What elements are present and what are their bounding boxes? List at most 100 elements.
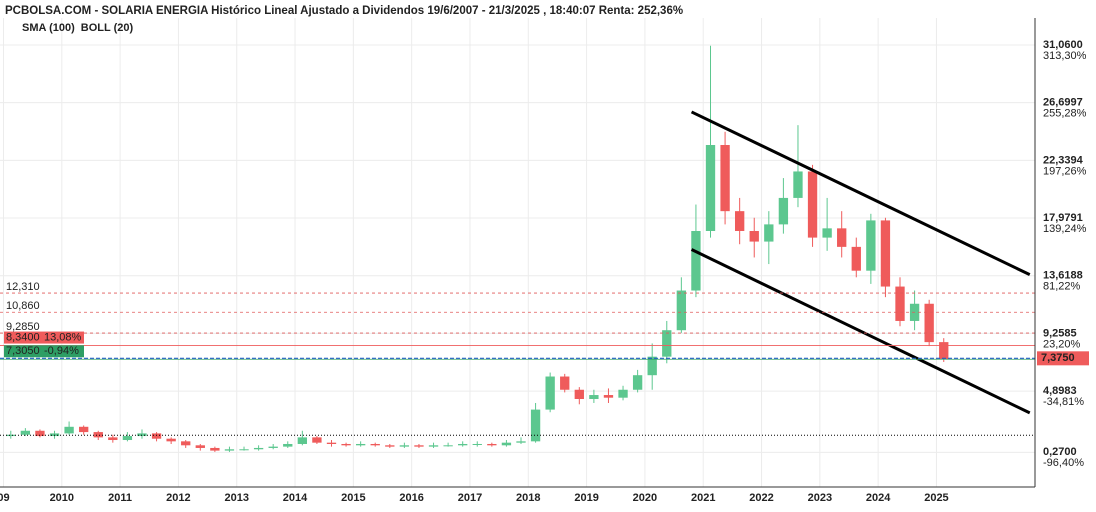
x-tick-label: 2025: [924, 492, 948, 504]
y-tick-label: 9,2585: [1043, 327, 1077, 339]
candle-body: [151, 433, 162, 439]
candle-body: [137, 433, 147, 437]
candle-body: [414, 445, 424, 447]
y-tick-change: -96,40%: [1043, 457, 1084, 469]
candle-body: [676, 290, 687, 331]
last-price-box: [1037, 351, 1089, 366]
candle-body: [691, 230, 701, 291]
y-tick-change: 313,30%: [1043, 50, 1087, 62]
candle-body: [734, 211, 745, 231]
level-label: 10,860: [6, 300, 40, 312]
candle-body: [253, 447, 264, 450]
level-label: 8,3400: [6, 331, 40, 343]
y-tick-label: 17,9791: [1043, 212, 1083, 224]
x-tick-label: 2015: [341, 492, 365, 504]
candle-body: [720, 145, 730, 212]
candle-body: [64, 426, 74, 434]
candle-body: [239, 449, 249, 451]
candle-body: [545, 376, 555, 410]
candle-body: [341, 443, 351, 446]
y-tick-change: -34,81%: [1043, 396, 1084, 408]
candle-body: [516, 441, 526, 443]
level-box: [4, 331, 84, 344]
x-tick-label: 2011: [108, 492, 132, 504]
y-tick-label: 22,3394: [1043, 154, 1084, 166]
candle-body: [35, 430, 45, 437]
y-tick-change: 255,28%: [1043, 108, 1087, 120]
candle-body: [6, 434, 16, 437]
candle-body: [866, 220, 876, 271]
legend-entry: SMA (100): [22, 22, 75, 34]
axes: SMA (100) BOLL (20)31,0600313,30%26,69972…: [0, 22, 1087, 504]
candle-body: [312, 437, 322, 443]
candle-body: [589, 395, 599, 400]
candle-body: [443, 445, 453, 447]
x-tick-label: 2019: [574, 492, 598, 504]
level-label: 9,2850: [6, 321, 40, 333]
candle-body: [924, 303, 934, 343]
candle-body: [574, 389, 584, 400]
candle-body: [355, 443, 366, 446]
level-label: 7,3050: [6, 345, 40, 357]
candle-body: [793, 171, 803, 198]
candle-body: [428, 445, 439, 447]
last-price-label: 7,3750: [1041, 352, 1075, 364]
x-tick-label: 2014: [283, 492, 308, 504]
candle-body: [268, 446, 278, 448]
x-tick-label: 2018: [516, 492, 540, 504]
level-change: -0,94%: [44, 345, 79, 357]
candle-body: [93, 432, 103, 438]
y-tick-label: 0,2700: [1043, 446, 1077, 458]
x-tick-label: 2016: [399, 492, 423, 504]
candle-body: [20, 430, 31, 435]
candle-body: [166, 438, 176, 442]
x-tick-label: 2020: [633, 492, 657, 504]
candle-body: [501, 442, 512, 446]
candle-body: [662, 330, 672, 357]
candle-body: [297, 437, 308, 444]
candle-body: [837, 228, 847, 247]
candle-body: [458, 443, 468, 446]
trend-line: [690, 110, 1031, 277]
candle-body: [895, 286, 905, 321]
candle-body: [224, 449, 235, 451]
candle-body: [647, 356, 657, 376]
candle-body: [472, 443, 482, 445]
y-tick-change: 139,24%: [1043, 223, 1087, 235]
candle-body: [851, 246, 861, 271]
candle-body: [283, 443, 293, 447]
candle-body: [79, 426, 89, 433]
x-tick-label: 2013: [224, 492, 248, 504]
candle-body: [210, 447, 220, 451]
level-label: 12,310: [6, 281, 40, 293]
candle-body: [764, 224, 774, 242]
candle-body: [603, 395, 614, 398]
y-tick-change: 81,22%: [1043, 281, 1081, 293]
y-tick-change: 197,26%: [1043, 165, 1087, 177]
trend-line: [690, 248, 1031, 415]
candle-body: [370, 443, 380, 446]
y-tick-label: 4,8983: [1043, 385, 1077, 397]
candle-body: [560, 376, 570, 390]
candle-body: [399, 445, 410, 447]
y-tick-label: 13,6188: [1043, 270, 1083, 282]
y-tick-label: 31,0600: [1043, 39, 1083, 51]
x-tick-label: 2021: [691, 492, 715, 504]
level-change: 13,08%: [44, 331, 82, 343]
y-tick-change: 23,20%: [1043, 338, 1081, 350]
candle-body: [939, 342, 949, 360]
candle-body: [632, 375, 643, 390]
candle-body: [530, 409, 541, 442]
candle-body: [880, 220, 891, 287]
candle-body: [618, 389, 628, 398]
candle-body: [49, 433, 60, 437]
level-box: [4, 345, 84, 358]
x-tick-label: 2017: [458, 492, 482, 504]
candle-body: [822, 228, 832, 238]
x-tick-label: 2023: [808, 492, 832, 504]
x-tick-label: 2012: [166, 492, 190, 504]
y-tick-label: 26,6997: [1043, 97, 1083, 109]
